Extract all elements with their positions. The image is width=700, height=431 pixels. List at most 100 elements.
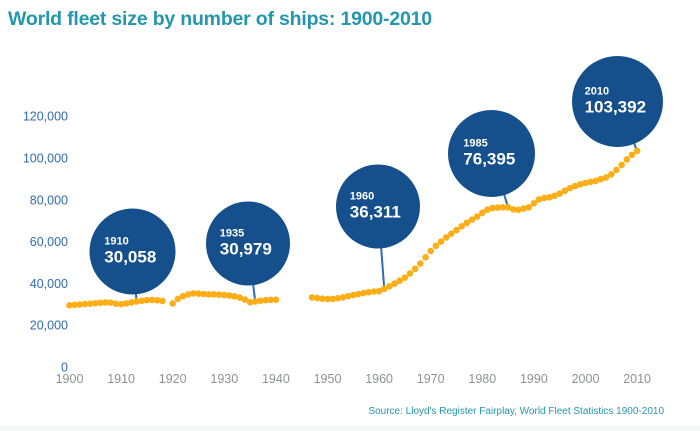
data-point — [86, 300, 94, 307]
source-note: Source: Lloyd's Register Fairplay, World… — [368, 406, 664, 417]
callout-year-label: 1910 — [104, 236, 128, 248]
data-point — [355, 290, 362, 298]
callout-bubble-1935 — [206, 201, 290, 286]
callout-value-label: 30,979 — [220, 240, 272, 259]
data-point — [499, 204, 507, 211]
x-axis-tick-label: 1920 — [159, 372, 187, 386]
data-point — [561, 187, 569, 195]
data-point — [107, 299, 115, 306]
data-point — [489, 204, 496, 212]
data-point — [236, 294, 244, 301]
data-point — [71, 301, 78, 309]
data-point — [463, 219, 471, 227]
data-point — [215, 291, 223, 298]
y-axis-tick-label: 0 — [61, 361, 68, 375]
data-point — [628, 151, 636, 159]
data-point — [76, 301, 84, 308]
data-point — [551, 192, 558, 200]
y-axis-tick-label: 20,000 — [30, 319, 68, 333]
data-point — [97, 299, 104, 307]
data-point — [525, 204, 533, 211]
data-point — [169, 300, 176, 307]
data-point — [540, 194, 548, 202]
data-point — [417, 260, 424, 267]
data-point — [195, 290, 202, 297]
data-point — [133, 298, 140, 305]
y-axis-tick-label: 120,000 — [23, 110, 68, 124]
data-point — [484, 206, 491, 213]
data-point — [453, 226, 460, 234]
data-point — [566, 184, 574, 192]
data-point — [334, 294, 342, 302]
callout-year-label: 2010 — [585, 86, 609, 98]
y-axis-tick-label: 60,000 — [30, 235, 68, 249]
callout-value-label: 103,392 — [585, 98, 646, 117]
data-point — [380, 285, 388, 293]
data-point — [153, 297, 161, 304]
data-point — [401, 274, 409, 281]
data-point — [174, 295, 182, 303]
callout-year-label: 1960 — [350, 191, 374, 203]
callout-value-label: 36,311 — [350, 203, 401, 222]
data-point — [427, 247, 435, 255]
x-axis-tick-label: 1940 — [262, 372, 290, 386]
x-axis-tick-label: 2010 — [623, 372, 651, 386]
data-point — [112, 300, 120, 307]
data-point — [602, 174, 610, 181]
data-point — [375, 287, 383, 295]
y-axis-tick-label: 80,000 — [30, 193, 68, 207]
data-point — [200, 290, 207, 298]
data-point — [257, 297, 264, 305]
data-point — [587, 178, 594, 186]
data-point — [391, 280, 398, 287]
data-point — [597, 175, 605, 183]
data-point — [339, 294, 347, 301]
data-point — [267, 296, 275, 304]
data-point — [122, 300, 130, 307]
data-point — [262, 296, 269, 304]
data-point — [128, 299, 135, 306]
data-point — [411, 265, 419, 273]
data-point — [360, 289, 367, 297]
data-point — [231, 293, 238, 300]
data-point — [251, 298, 259, 305]
data-point — [138, 297, 146, 305]
data-point — [92, 299, 99, 307]
data-point — [396, 277, 404, 284]
data-point — [319, 295, 326, 302]
data-point — [618, 161, 625, 169]
data-point — [81, 300, 89, 308]
x-axis-tick-label: 1970 — [417, 372, 445, 386]
data-point — [623, 156, 631, 163]
data-point — [184, 291, 192, 298]
data-point — [406, 270, 414, 277]
callout-bubble-1960 — [336, 164, 420, 249]
footer-strip — [0, 426, 700, 431]
data-point — [350, 291, 357, 299]
data-point — [179, 292, 187, 300]
data-point — [530, 200, 538, 207]
data-point — [365, 288, 373, 296]
data-point — [546, 193, 553, 201]
data-point — [313, 294, 321, 302]
data-point — [205, 291, 213, 298]
data-point — [577, 181, 584, 188]
data-point — [148, 296, 156, 304]
data-point — [515, 206, 522, 214]
data-point — [442, 234, 450, 241]
data-point — [66, 302, 73, 309]
data-point — [432, 242, 440, 250]
data-point — [608, 171, 615, 178]
data-point — [613, 166, 620, 174]
data-point — [241, 296, 249, 303]
y-axis-tick-label: 100,000 — [23, 152, 68, 166]
data-point — [422, 253, 429, 261]
data-point — [117, 300, 125, 308]
data-point — [520, 205, 527, 212]
data-point — [370, 288, 378, 295]
data-point — [190, 290, 197, 297]
data-point — [479, 209, 486, 217]
data-point — [102, 299, 109, 306]
data-point — [448, 230, 455, 237]
data-point — [633, 147, 641, 155]
